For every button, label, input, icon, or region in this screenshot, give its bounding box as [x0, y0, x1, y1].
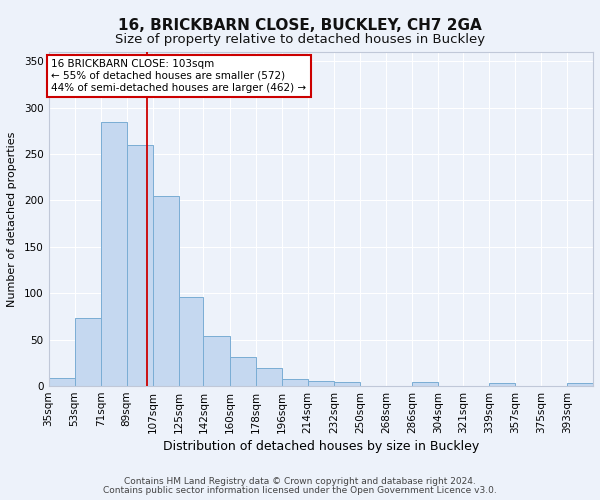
Bar	[256, 368, 281, 386]
Text: Contains HM Land Registry data © Crown copyright and database right 2024.: Contains HM Land Registry data © Crown c…	[124, 477, 476, 486]
Bar	[230, 358, 256, 386]
Bar	[567, 384, 593, 386]
Bar	[334, 382, 360, 386]
Text: Size of property relative to detached houses in Buckley: Size of property relative to detached ho…	[115, 32, 485, 46]
Bar	[101, 122, 127, 386]
Bar	[74, 318, 101, 386]
Bar	[412, 382, 438, 386]
Text: Contains public sector information licensed under the Open Government Licence v3: Contains public sector information licen…	[103, 486, 497, 495]
Bar	[127, 145, 153, 386]
Text: 16, BRICKBARN CLOSE, BUCKLEY, CH7 2GA: 16, BRICKBARN CLOSE, BUCKLEY, CH7 2GA	[118, 18, 482, 32]
Bar	[308, 382, 334, 386]
X-axis label: Distribution of detached houses by size in Buckley: Distribution of detached houses by size …	[163, 440, 479, 453]
Bar	[179, 297, 203, 386]
Bar	[49, 378, 74, 386]
Bar	[203, 336, 230, 386]
Bar	[489, 384, 515, 386]
Bar	[153, 196, 179, 386]
Y-axis label: Number of detached properties: Number of detached properties	[7, 132, 17, 306]
Text: 16 BRICKBARN CLOSE: 103sqm
← 55% of detached houses are smaller (572)
44% of sem: 16 BRICKBARN CLOSE: 103sqm ← 55% of deta…	[52, 60, 307, 92]
Bar	[281, 378, 308, 386]
